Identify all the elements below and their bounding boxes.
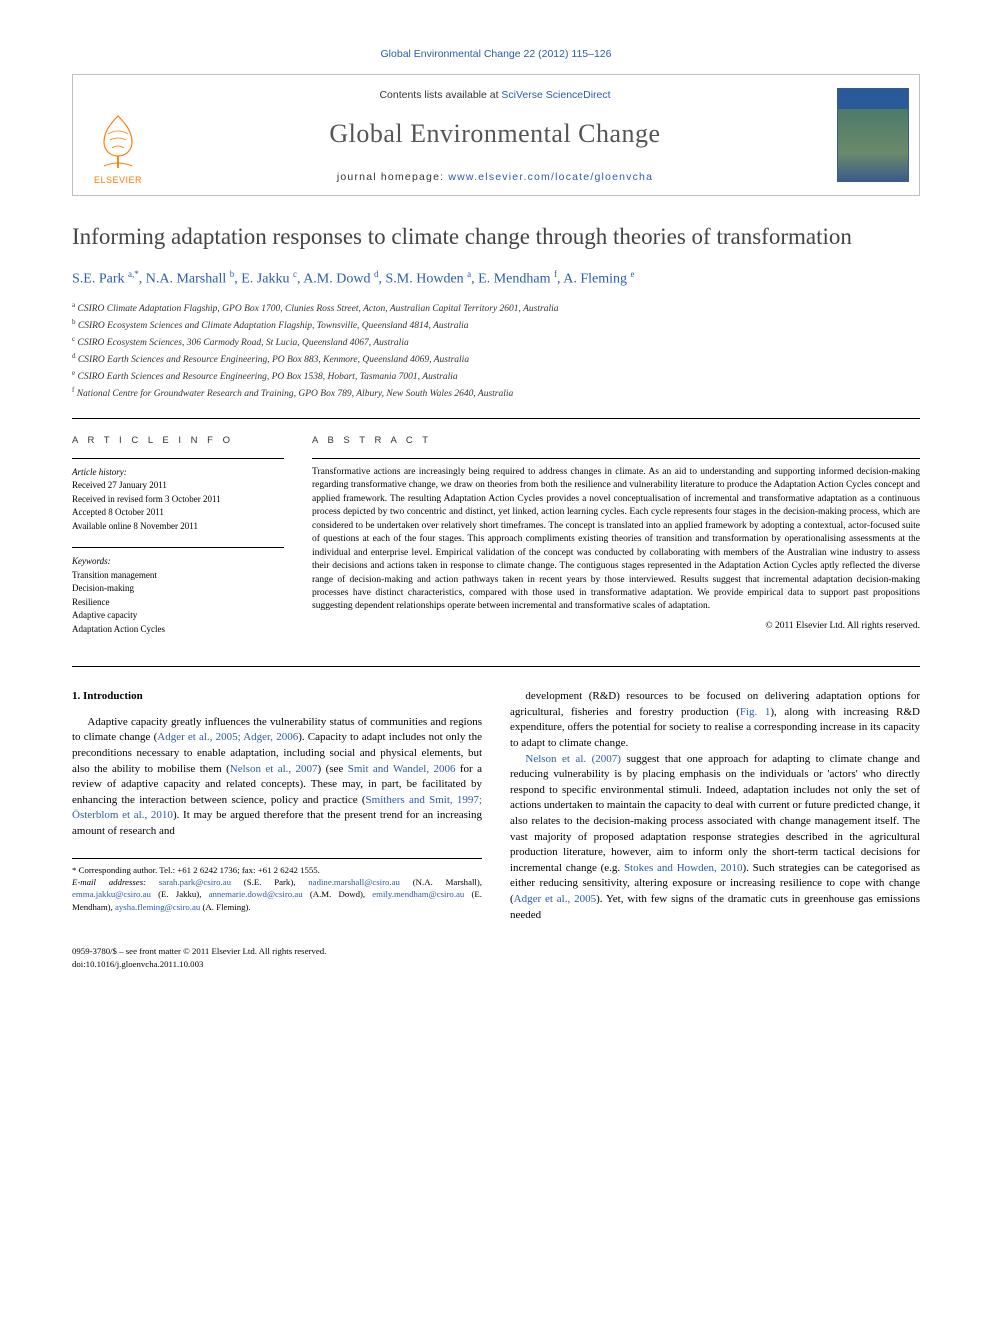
body-paragraph: development (R&D) resources to be focuse… [510, 689, 920, 751]
affiliation-line: c CSIRO Ecosystem Sciences, 306 Carmody … [72, 334, 920, 351]
abstract-body: Transformative actions are increasingly … [312, 458, 920, 614]
article-body: 1. Introduction Adaptive capacity greatl… [72, 689, 920, 923]
keyword-line: Transition management [72, 569, 284, 583]
publisher-name: ELSEVIER [94, 175, 142, 185]
keyword-line: Decision-making [72, 582, 284, 596]
divider [72, 666, 920, 667]
journal-cover-thumbnail [837, 88, 909, 182]
author-list: S.E. Park a,*, N.A. Marshall b, E. Jakku… [72, 269, 920, 288]
divider [72, 418, 920, 419]
history-line: Received 27 January 2011 [72, 479, 284, 493]
body-paragraph: Adaptive capacity greatly influences the… [72, 715, 482, 840]
article-history-block: Article history: Received 27 January 201… [72, 458, 284, 534]
history-line: Accepted 8 October 2011 [72, 506, 284, 520]
corr-author-line: * Corresponding author. Tel.: +61 2 6242… [72, 864, 482, 876]
elsevier-tree-icon [90, 110, 146, 172]
history-line: Received in revised form 3 October 2011 [72, 493, 284, 507]
keyword-line: Adaptation Action Cycles [72, 623, 284, 637]
running-head: Global Environmental Change 22 (2012) 11… [72, 48, 920, 60]
affiliation-list: a CSIRO Climate Adaptation Flagship, GPO… [72, 300, 920, 402]
abstract-heading: A B S T R A C T [312, 435, 920, 446]
doi-line: doi:10.1016/j.gloenvcha.2011.10.003 [72, 958, 920, 970]
keyword-line: Resilience [72, 596, 284, 610]
journal-name: Global Environmental Change [169, 119, 821, 149]
keyword-line: Adaptive capacity [72, 609, 284, 623]
affiliation-line: a CSIRO Climate Adaptation Flagship, GPO… [72, 300, 920, 317]
issn-copyright-line: 0959-3780/$ – see front matter © 2011 El… [72, 945, 920, 957]
body-paragraph: Nelson et al. (2007) suggest that one ap… [510, 752, 920, 924]
keywords-block: Keywords: Transition managementDecision-… [72, 547, 284, 636]
corresponding-author-footnote: * Corresponding author. Tel.: +61 2 6242… [72, 858, 482, 913]
article-info-heading: A R T I C L E I N F O [72, 435, 284, 446]
article-title: Informing adaptation responses to climat… [72, 222, 920, 251]
abstract-block: A B S T R A C T Transformative actions a… [312, 435, 920, 651]
affiliation-line: d CSIRO Earth Sciences and Resource Engi… [72, 351, 920, 368]
email-addresses-line: E-mail addresses: sarah.park@csiro.au (S… [72, 876, 482, 913]
affiliation-line: f National Centre for Groundwater Resear… [72, 385, 920, 402]
publisher-logo-block: ELSEVIER [73, 75, 163, 195]
keywords-label: Keywords: [72, 555, 284, 569]
journal-homepage-line: journal homepage: www.elsevier.com/locat… [169, 171, 821, 183]
section-heading-intro: 1. Introduction [72, 689, 482, 705]
article-info-sidebar: A R T I C L E I N F O Article history: R… [72, 435, 284, 651]
abstract-copyright: © 2011 Elsevier Ltd. All rights reserved… [312, 621, 920, 631]
page-footer: 0959-3780/$ – see front matter © 2011 El… [72, 945, 920, 970]
affiliation-line: e CSIRO Earth Sciences and Resource Engi… [72, 368, 920, 385]
history-line: Available online 8 November 2011 [72, 520, 284, 534]
contents-available-line: Contents lists available at SciVerse Sci… [169, 89, 821, 101]
sciencedirect-link[interactable]: SciVerse ScienceDirect [501, 89, 610, 101]
journal-masthead: ELSEVIER Contents lists available at Sci… [72, 74, 920, 196]
history-label: Article history: [72, 466, 284, 480]
journal-homepage-link[interactable]: www.elsevier.com/locate/gloenvcha [448, 171, 653, 183]
affiliation-line: b CSIRO Ecosystem Sciences and Climate A… [72, 317, 920, 334]
